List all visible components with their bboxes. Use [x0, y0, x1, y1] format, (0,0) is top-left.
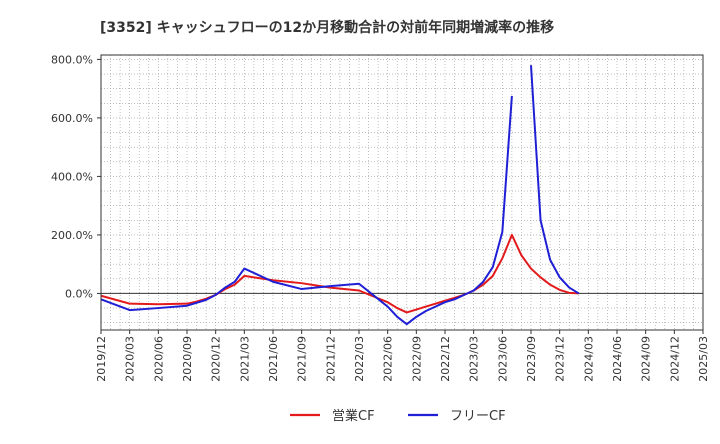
series-line-free-cf: [100, 65, 580, 326]
x-tick-label: 2019/12: [95, 336, 108, 382]
x-tick-label: 2020/09: [181, 336, 194, 382]
x-tick-label: 2025/03: [697, 336, 710, 382]
y-tick-label: 400.0%: [51, 170, 93, 183]
legend-label-free-cf: フリーCF: [450, 409, 506, 424]
x-tick-label: 2020/06: [152, 336, 165, 382]
x-tick-label: 2022/03: [353, 336, 366, 382]
x-tick-label: 2022/06: [382, 336, 395, 382]
x-tick-label: 2020/12: [210, 336, 223, 382]
y-tick-label: 800.0%: [51, 53, 93, 66]
y-tick-label: 200.0%: [51, 229, 93, 242]
x-tick-label: 2021/09: [296, 336, 309, 382]
x-tick-label: 2023/06: [496, 336, 509, 382]
x-tick-label: 2023/03: [468, 336, 481, 382]
x-tick-label: 2023/09: [525, 336, 538, 382]
x-tick-label: 2021/06: [267, 336, 280, 382]
x-tick-label: 2020/03: [124, 336, 137, 382]
x-tick-label: 2024/09: [640, 336, 653, 382]
x-tick-label: 2021/03: [238, 336, 251, 382]
y-tick-label: 600.0%: [51, 112, 93, 125]
plot-area: [101, 55, 703, 330]
x-tick-label: 2022/09: [410, 336, 423, 382]
x-tick-label: 2024/12: [668, 336, 681, 382]
x-tick-label: 2024/06: [611, 336, 624, 382]
x-tick-label: 2021/12: [324, 336, 337, 382]
plot-frame: [100, 54, 704, 331]
x-tick-label: 2022/12: [439, 336, 452, 382]
x-tick-label: 2023/12: [554, 336, 567, 382]
y-tick-label: 0.0%: [65, 287, 93, 300]
legend-label-operating-cf: 営業CF: [332, 408, 375, 424]
x-tick-label: 2024/03: [582, 336, 595, 382]
chart-title: [3352] キャッシュフローの12か月移動合計の対前年同期増減率の推移: [100, 19, 554, 36]
